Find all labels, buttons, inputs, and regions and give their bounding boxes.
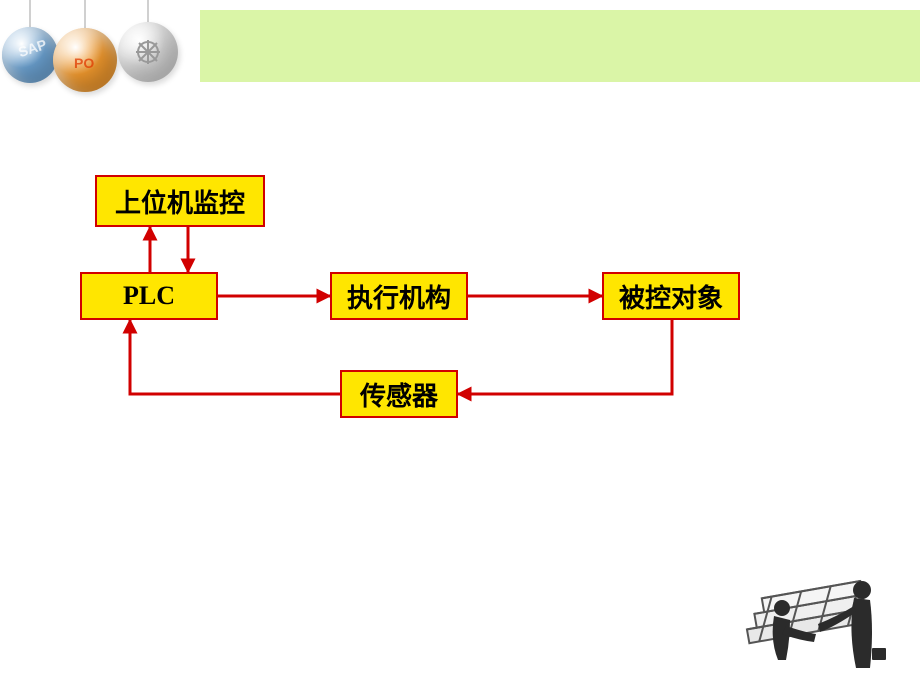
flow-node-plc: PLC <box>80 272 218 320</box>
header-band <box>200 10 920 82</box>
flow-node-label: PLC <box>123 281 175 311</box>
ornament-sphere-label: PO <box>74 55 94 71</box>
header-ornaments: SAPPO <box>0 0 200 110</box>
ornament-wire <box>147 0 149 22</box>
flow-node-host: 上位机监控 <box>95 175 265 227</box>
flow-edge-sensor-to-plc <box>130 320 340 394</box>
flow-node-label: 被控对象 <box>619 278 723 315</box>
flow-node-obj: 被控对象 <box>602 272 740 320</box>
flow-edge-obj-to-sensor <box>458 320 672 394</box>
ornament-sphere-detail <box>134 38 162 66</box>
flow-node-exec: 执行机构 <box>330 272 468 320</box>
flow-node-label: 执行机构 <box>347 278 451 315</box>
ornament-wire <box>84 0 86 28</box>
flow-node-label: 传感器 <box>360 376 438 413</box>
flow-node-label: 上位机监控 <box>115 183 245 220</box>
footer-clipart <box>720 530 910 680</box>
flow-node-sensor: 传感器 <box>340 370 458 418</box>
ornament-wire <box>29 0 31 27</box>
